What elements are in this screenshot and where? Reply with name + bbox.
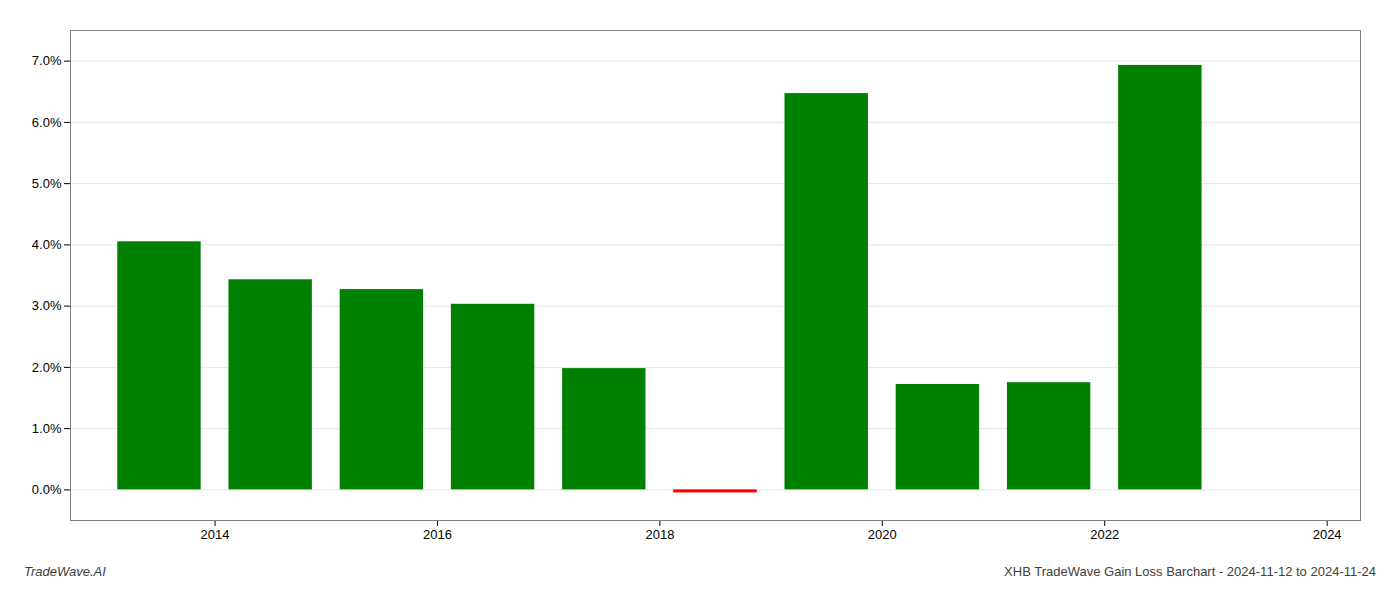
svg-text:2020: 2020 xyxy=(868,527,897,542)
html-text:TradeWave.AI: TradeWave.AI xyxy=(24,564,106,579)
svg-text:5.0%: 5.0% xyxy=(32,176,62,191)
svg-text:3.0%: 3.0% xyxy=(32,298,62,313)
svg-text:1.0%: 1.0% xyxy=(32,421,62,436)
svg-text:2024: 2024 xyxy=(1313,527,1342,542)
svg-text:2014: 2014 xyxy=(201,527,230,542)
svg-text:6.0%: 6.0% xyxy=(32,115,62,130)
svg-text:2022: 2022 xyxy=(1090,527,1119,542)
svg-text:2016: 2016 xyxy=(423,527,452,542)
svg-text:7.0%: 7.0% xyxy=(32,53,62,68)
svg-text:4.0%: 4.0% xyxy=(32,237,62,252)
svg-text:0.0%: 0.0% xyxy=(32,482,62,497)
svg-text:2018: 2018 xyxy=(645,527,674,542)
svg-text:2.0%: 2.0% xyxy=(32,360,62,375)
html-text:XHB TradeWave Gain Loss Barcha: XHB TradeWave Gain Loss Barchart - 2024-… xyxy=(1004,564,1376,579)
